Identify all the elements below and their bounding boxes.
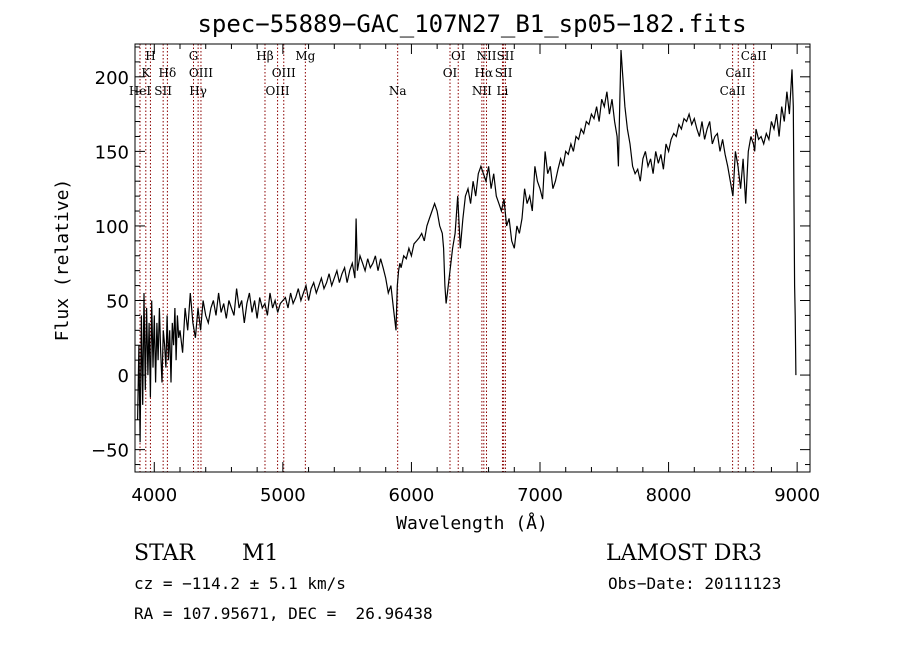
emission-label: Na bbox=[389, 84, 407, 98]
y-axis-label: Flux (relative) bbox=[52, 179, 73, 342]
survey-name: LAMOST DR3 bbox=[606, 541, 762, 566]
emission-label: OI bbox=[451, 49, 466, 63]
emission-label: SII bbox=[497, 49, 515, 63]
emission-label: Mg bbox=[295, 49, 315, 63]
emission-label: OIII bbox=[272, 66, 296, 80]
emission-label: Hβ bbox=[256, 49, 273, 63]
emission-label: CaII bbox=[741, 49, 767, 63]
object-subclass: M1 bbox=[242, 541, 279, 566]
emission-label: K bbox=[141, 66, 151, 80]
emission-line-markers bbox=[139, 44, 755, 472]
emission-label: Li bbox=[497, 84, 509, 98]
y-axis-ticks: −50 0 50 100 150 200 bbox=[91, 46, 810, 466]
x-tick-label: 5000 bbox=[260, 485, 306, 506]
emission-label: CaII bbox=[720, 84, 746, 98]
coordinates-text: RA = 107.95671, DEC = 26.96438 bbox=[134, 604, 433, 623]
spectrum-line bbox=[137, 49, 797, 443]
plot-frame bbox=[134, 43, 811, 473]
x-tick-label: 9000 bbox=[774, 485, 820, 506]
emission-label: NII bbox=[477, 49, 497, 63]
x-axis-ticks: 4000 5000 6000 7000 8000 9000 bbox=[131, 44, 820, 506]
emission-label: NII bbox=[472, 84, 492, 98]
object-class: STAR bbox=[134, 541, 195, 566]
x-tick-label: 8000 bbox=[646, 485, 692, 506]
emission-label: OIII bbox=[266, 84, 290, 98]
emission-label: G bbox=[189, 49, 199, 63]
redshift-text: cz = −114.2 ± 5.1 km/s bbox=[134, 574, 346, 593]
y-tick-label: 150 bbox=[95, 142, 129, 163]
obs-date-text: Obs−Date: 20111123 bbox=[608, 574, 782, 593]
emission-label: HeI bbox=[129, 84, 152, 98]
y-tick-label: 50 bbox=[106, 292, 129, 313]
x-tick-label: 4000 bbox=[131, 485, 177, 506]
emission-label: CaII bbox=[725, 66, 751, 80]
chart-title: spec−55889−GAC_107N27_B1_sp05−182.fits bbox=[197, 10, 746, 38]
emission-label: SII bbox=[495, 66, 513, 80]
x-tick-label: 6000 bbox=[389, 485, 435, 506]
emission-label: OI bbox=[443, 66, 458, 80]
emission-label: Hδ bbox=[159, 66, 177, 80]
x-tick-label: 7000 bbox=[517, 485, 563, 506]
x-axis-label: Wavelength (Å) bbox=[396, 512, 548, 534]
emission-label: H bbox=[145, 49, 155, 63]
y-tick-label: 0 bbox=[118, 366, 129, 387]
emission-label: OIII bbox=[189, 66, 213, 80]
emission-label: Hγ bbox=[189, 84, 207, 98]
y-tick-label: 200 bbox=[95, 68, 129, 89]
y-tick-label: 100 bbox=[95, 217, 129, 238]
y-tick-label: −50 bbox=[91, 441, 129, 462]
emission-label: Hα bbox=[475, 66, 494, 80]
emission-label: SII bbox=[154, 84, 172, 98]
